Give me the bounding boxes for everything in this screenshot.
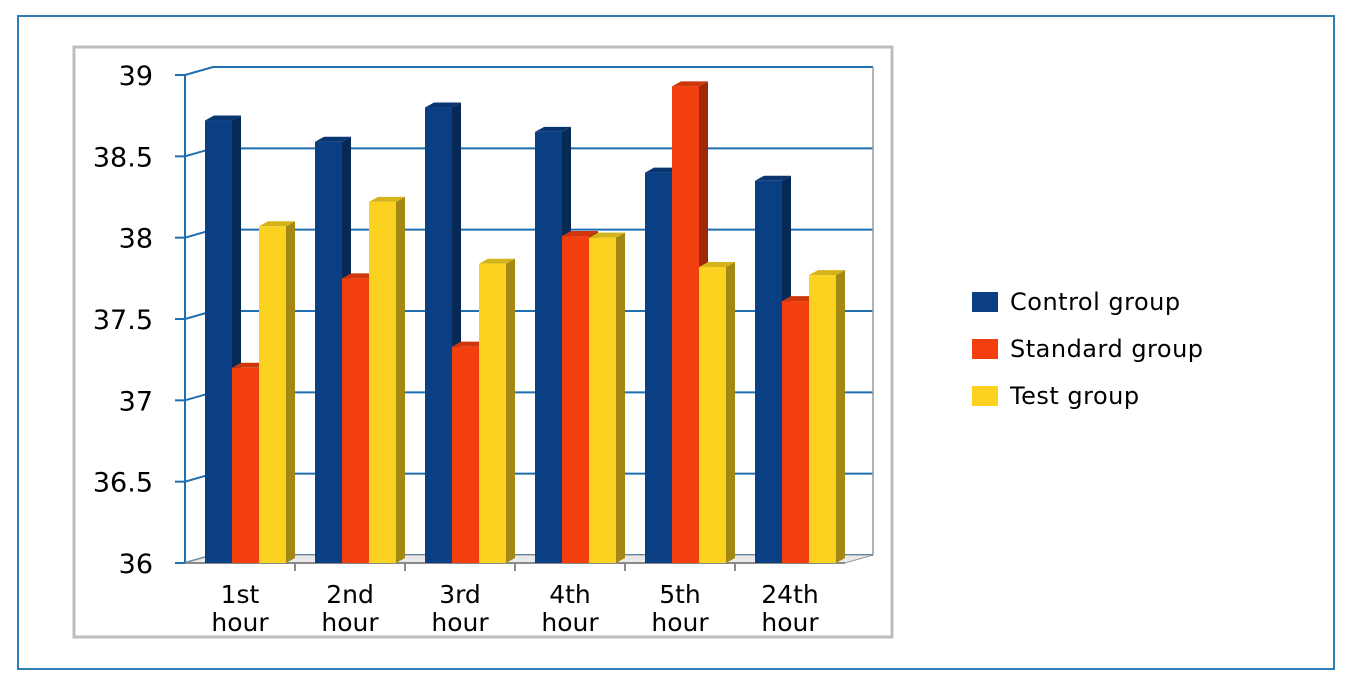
legend-label-control: Control group: [1010, 287, 1181, 316]
x-tick-label: 5th: [659, 580, 701, 609]
bar-control-group-3: [425, 102, 461, 564]
bar-front: [589, 237, 616, 563]
gridline: [184, 66, 873, 76]
bar-side: [396, 196, 405, 563]
bar-front: [479, 263, 506, 563]
bar-front: [205, 120, 232, 564]
bar-test-group-3: [479, 258, 515, 563]
axis-labels: 3636.53737.53838.5391sthour2ndhour3rdhou…: [93, 61, 819, 637]
bar-standard-group-3: [452, 341, 488, 563]
bar-control-group-1: [205, 115, 241, 564]
bar-side: [286, 221, 295, 563]
x-tick-label: hour: [541, 608, 599, 637]
y-tick-label: 38.5: [93, 142, 153, 173]
bar-top: [589, 232, 625, 238]
bar-front: [259, 226, 286, 563]
bar-side: [616, 232, 625, 563]
legend-item-test: Test group: [972, 372, 1312, 419]
bar-test-group-5: [699, 261, 735, 563]
bar-front: [232, 367, 259, 563]
bar-front: [452, 346, 479, 563]
x-tick-label: hour: [321, 608, 379, 637]
bar-test-group-4: [589, 232, 625, 563]
bar-top: [809, 270, 845, 276]
legend-item-control: Control group: [972, 278, 1312, 325]
legend-swatch-standard: [972, 338, 998, 359]
plot-area-border: [72, 45, 894, 639]
bar-front: [699, 266, 726, 563]
bar-front: [535, 131, 562, 563]
x-tick-label: hour: [431, 608, 489, 637]
bar-top: [755, 175, 791, 181]
y-tick-label: 39: [119, 61, 153, 92]
y-tick-label: 38: [119, 224, 153, 255]
x-tick-label: 3rd: [439, 580, 481, 609]
legend: Control group Standard group Test group: [972, 278, 1312, 419]
x-tick-label: 1st: [221, 580, 260, 609]
bar-front: [315, 141, 342, 563]
bar-side: [506, 258, 515, 563]
gridline: [184, 147, 873, 158]
y-tick-label: 36.5: [93, 468, 153, 499]
x-tick-label: 4th: [549, 580, 591, 609]
bar-front: [809, 275, 836, 563]
legend-label-standard: Standard group: [1010, 334, 1204, 363]
legend-swatch-control: [972, 291, 998, 312]
x-tick-label: 24th: [761, 580, 818, 609]
bars: [205, 81, 845, 564]
legend-swatch-test: [972, 385, 998, 406]
x-tick-label: 2nd: [326, 580, 374, 609]
bar-front: [645, 172, 672, 563]
bar-front: [369, 201, 396, 563]
y-tick-label: 37.5: [93, 305, 153, 336]
bar-test-group-6: [809, 270, 845, 563]
bar-top: [315, 136, 351, 142]
bar-top: [672, 81, 708, 87]
legend-item-standard: Standard group: [972, 325, 1312, 372]
bar-top: [205, 115, 241, 121]
y-tick-label: 36: [119, 549, 153, 580]
bar-front: [755, 180, 782, 563]
bar-top: [562, 231, 598, 237]
bar-top: [259, 221, 295, 227]
bar-test-group-2: [369, 196, 405, 563]
bar-front: [782, 301, 809, 563]
bar-top: [699, 261, 735, 267]
bar-top: [425, 102, 461, 108]
bar-test-group-1: [259, 221, 295, 563]
bar-front: [672, 86, 699, 564]
bar-front: [342, 278, 369, 563]
bar-top: [535, 126, 571, 132]
legend-label-test: Test group: [1010, 381, 1140, 410]
bar-top: [479, 258, 515, 264]
x-tick-label: hour: [761, 608, 819, 637]
bar-front: [425, 107, 452, 564]
bar-front: [562, 236, 589, 564]
bar-side: [726, 261, 735, 563]
bar-top: [369, 196, 405, 202]
x-tick-label: hour: [651, 608, 709, 637]
y-tick-label: 37: [119, 386, 153, 417]
bar-side: [836, 270, 845, 563]
x-tick-label: hour: [211, 608, 269, 637]
